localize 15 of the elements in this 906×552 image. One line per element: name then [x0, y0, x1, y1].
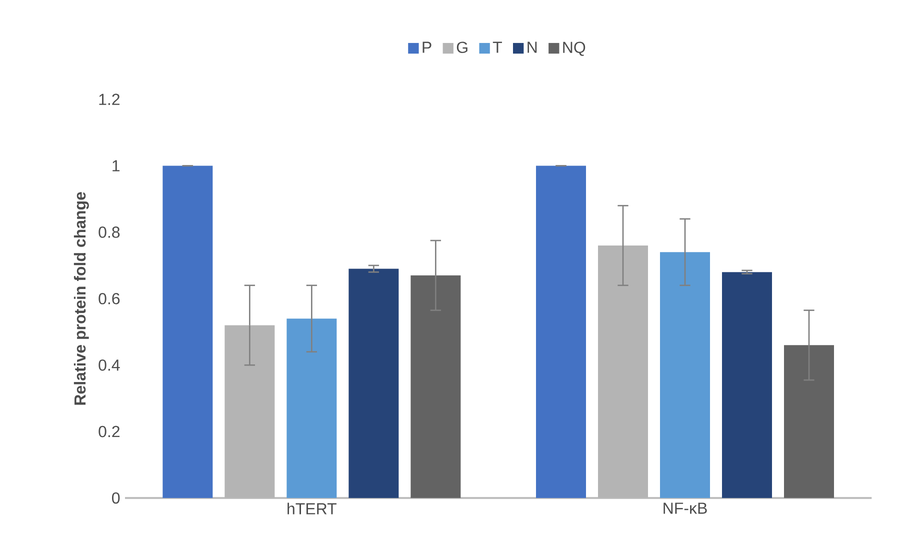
- y-tick-label: 0.6: [98, 292, 120, 304]
- y-tick-label: 1: [112, 160, 120, 172]
- y-tick-label: 0.8: [98, 226, 120, 238]
- y-tick-label: 0: [112, 492, 120, 504]
- y-tick-label: 1.2: [99, 94, 120, 105]
- legend-label: NQ: [563, 42, 586, 56]
- legend-label: T: [492, 42, 502, 53]
- legend-label: P: [422, 42, 432, 53]
- legend-label: N: [528, 42, 537, 53]
- y-tick-label: 0.4: [98, 359, 120, 371]
- x-tick-label: hTERT: [288, 502, 336, 514]
- y-tick-label: 0.2: [98, 426, 120, 438]
- y-axis-title: Relative protein fold change: [74, 192, 89, 405]
- legend-label: G: [456, 42, 468, 54]
- x-tick-label: NF-κB: [664, 502, 707, 514]
